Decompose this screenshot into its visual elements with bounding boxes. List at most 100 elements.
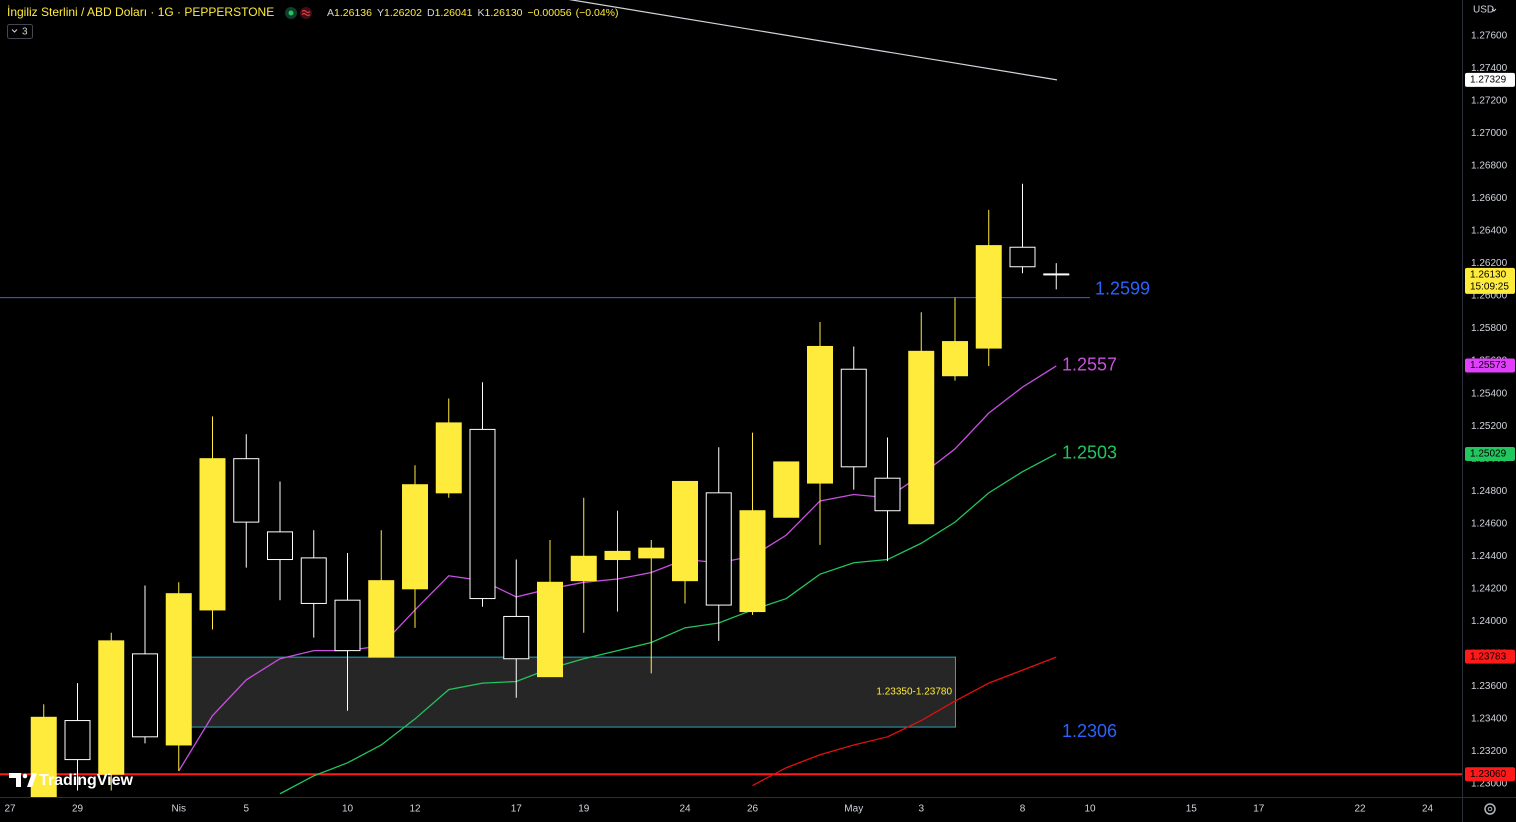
legend-change-percent: (−0.04%) [576,7,619,19]
candle-body [64,720,91,761]
ohlc-legend: A1.26136 Y1.26202 D1.26041 K1.26130 −0.00056… [327,7,619,19]
legend-key: Y [377,7,384,19]
x-tick-label: 27 [4,804,16,815]
y-tick-label: 1.27200 [1471,95,1508,106]
x-tick-label: 17 [511,804,523,815]
price-tag [1465,767,1515,782]
candle-body [165,593,192,746]
x-tick-label: 10 [1084,804,1096,815]
candle-body [840,368,867,468]
y-tick-label: 1.26200 [1471,258,1508,269]
trend-line [568,0,1058,81]
candle-body [503,615,530,660]
x-tick-label: 12 [409,804,421,815]
legend-value: 1.26202 [384,7,422,19]
price-tag [1465,267,1515,294]
y-tick-label: 1.26600 [1471,193,1508,204]
legend-key: D [427,7,435,19]
legend-value: 1.26041 [435,7,473,19]
plot-area: 1.23350-1.23780 [0,0,1462,797]
price-tag [1465,358,1515,373]
gear-center [1487,806,1493,812]
y-tick-label: 1.23200 [1471,746,1508,757]
y-tick-label: 1.23000 [1471,779,1508,790]
candle-body [537,581,563,678]
x-tick-label: May [844,804,863,815]
x-tick-label: 8 [1020,804,1026,815]
indicator-toggle[interactable] [7,24,33,39]
candle-body [570,555,597,582]
candle-body [1009,246,1036,268]
horizontal-line-label: 1.2306 [1062,721,1117,741]
candle-body [435,422,462,494]
x-tick-label: 22 [1354,804,1366,815]
moving-average-line [752,656,1057,787]
price-tag [1465,649,1515,664]
zone-label: 1.23350-1.23780 [876,687,952,698]
price-tag [1465,446,1515,461]
price-tag-label: 1.23060 [1470,769,1507,780]
candle-body [975,245,1002,349]
axes: 1.27600 1.27400 1.27200 1.27000 1.26800 1.266… [4,30,1515,815]
candle-body [908,350,935,525]
moving-average-line [279,453,1057,795]
y-tick-label: 1.25400 [1471,388,1508,399]
y-tick-label: 1.26000 [1471,291,1508,302]
price-tag [1465,72,1515,87]
brand-logo [9,773,37,787]
candle-body [705,492,732,606]
moving-average-label: 1.2503 [1062,443,1117,463]
horizontal-line-label: 1.2599 [1095,278,1150,298]
legend-change: −0.00056 [528,7,572,19]
candle-body [942,341,968,377]
currency-chevron [1491,8,1497,12]
price-tag-label: 1.25573 [1470,360,1507,371]
y-tick-label: 1.23600 [1471,681,1508,692]
candle-body [132,653,158,738]
y-tick-label: 1.24600 [1471,518,1508,529]
price-tag-label: 1.23783 [1470,651,1507,662]
price-tag-label: 1.26130 [1470,270,1507,281]
y-tick-label: 1.23400 [1471,714,1508,725]
gear[interactable] [1484,803,1496,815]
candle-body [807,345,833,484]
moving-average-label: 1.2557 [1062,355,1117,375]
candle-body [267,531,293,561]
candle-body [874,477,901,512]
candle-body [30,716,57,797]
y-tick-label: 1.25800 [1471,323,1508,334]
y-tick-label: 1.24400 [1471,551,1508,562]
x-tick-label: 19 [578,804,590,815]
logo-dot [22,773,28,779]
price-tag-label: 1.25029 [1470,449,1507,460]
y-tick-label: 1.24200 [1471,583,1508,594]
x-tick-label: 24 [1422,804,1434,815]
support-zone [179,656,956,728]
y-tick-label: 1.27400 [1471,63,1508,74]
legend-value: 1.26130 [485,7,523,19]
x-tick-label: 24 [679,804,691,815]
chevron-icon [11,29,18,33]
logo-slash [27,773,37,787]
market-icon-glyph [301,9,311,17]
x-tick-label: 26 [747,804,759,815]
candle-body [233,458,260,523]
y-tick-label: 1.26400 [1471,226,1508,237]
y-tick-label: 1.27000 [1471,128,1508,139]
currency-selector[interactable]: USD [1473,5,1494,16]
logo-mark [9,773,21,787]
y-tick-label: 1.25200 [1471,421,1508,432]
x-tick-label: Nis [172,804,186,815]
candle-body [98,640,125,775]
x-tick-label: 17 [1253,804,1265,815]
indicator-count: 3 [22,27,28,38]
market-icon [300,7,312,19]
x-tick-label: 10 [342,804,354,815]
candle-body [402,484,428,590]
settings-icon[interactable] [1484,803,1496,815]
x-tick-label: 15 [1186,804,1198,815]
x-tick-label: 3 [918,804,924,815]
brand-name: TradingView [39,772,134,789]
countdown: 15:09:25 [1470,282,1509,293]
